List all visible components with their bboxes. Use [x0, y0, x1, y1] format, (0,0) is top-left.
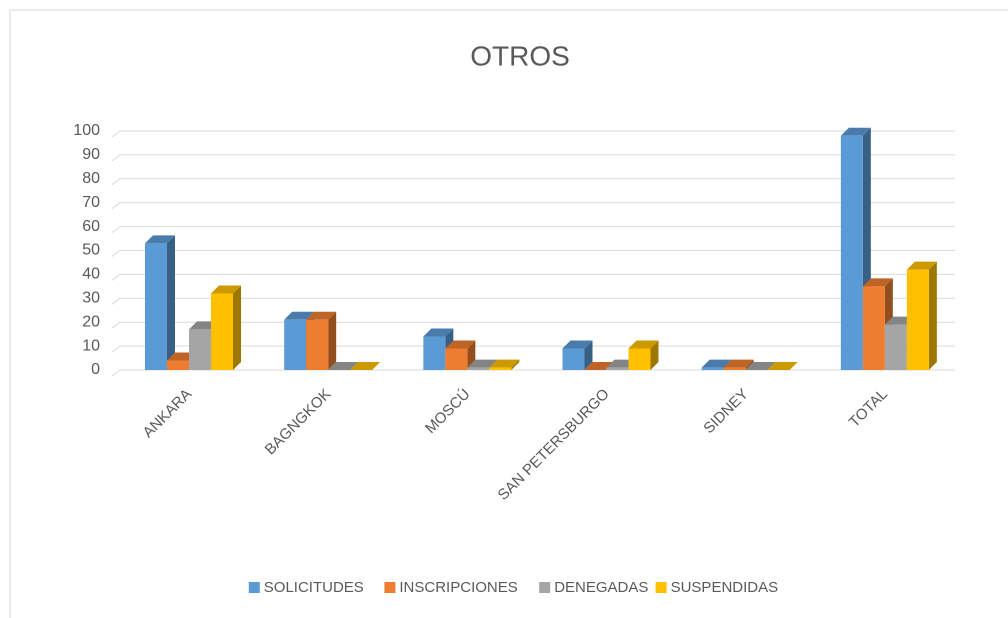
- bar: [723, 359, 754, 370]
- grid-line: [111, 369, 955, 377]
- bar-side: [584, 340, 593, 370]
- bar-front: [862, 286, 885, 370]
- bar-side: [328, 311, 337, 370]
- bar: [562, 340, 593, 370]
- y-tick-label: 60: [82, 218, 100, 235]
- bar: [211, 285, 241, 370]
- grid-line: [111, 273, 955, 281]
- bar-top: [145, 235, 175, 244]
- bar-side: [511, 359, 520, 370]
- bar: [906, 261, 937, 370]
- bar-front: [306, 319, 329, 370]
- grid-line: [111, 345, 955, 353]
- bar: [745, 362, 776, 370]
- bar-side: [928, 261, 937, 370]
- bar-front: [145, 243, 167, 370]
- grid-line: [111, 130, 955, 138]
- bar-front: [906, 269, 929, 370]
- grid-line: [111, 297, 955, 305]
- bar: [350, 362, 381, 370]
- bar-top: [723, 359, 754, 368]
- bar-top: [862, 278, 893, 287]
- bar: [145, 235, 175, 370]
- legend-swatch: [248, 582, 260, 593]
- legend-label: DENEGADAS: [554, 579, 648, 596]
- y-tick-label: 50: [82, 242, 100, 259]
- bar-top: [701, 359, 732, 368]
- grid-line: [111, 202, 955, 210]
- bar-front: [723, 367, 746, 370]
- bar-side: [233, 285, 241, 370]
- bar-top: [628, 340, 659, 349]
- legend-label: SUSPENDIDAS: [671, 579, 779, 596]
- bar-top: [445, 340, 476, 349]
- bar-front: [840, 135, 863, 370]
- bar-top: [467, 359, 498, 368]
- bar-top: [489, 359, 520, 368]
- bar: [306, 311, 337, 370]
- bar-top: [328, 362, 359, 370]
- bar-top: [745, 362, 776, 370]
- bar-side: [167, 235, 175, 370]
- bar-front: [211, 293, 233, 370]
- grid-line: [111, 321, 955, 329]
- y-tick-label: 100: [73, 122, 100, 139]
- bar-front: [167, 360, 189, 370]
- bar-front: [489, 367, 512, 370]
- bar-top: [562, 340, 593, 349]
- grid-line: [111, 250, 955, 257]
- bar-side: [745, 359, 754, 370]
- bar-front: [284, 319, 307, 370]
- bar-front: [884, 324, 907, 370]
- bar-top: [211, 285, 241, 294]
- bar: [628, 340, 659, 370]
- bar-front: [423, 336, 446, 370]
- bar-front: [467, 367, 490, 370]
- y-tick-label: 70: [82, 194, 100, 211]
- legend-swatch: [384, 582, 396, 593]
- y-tick-label: 40: [82, 266, 100, 283]
- y-tick-label: 10: [82, 337, 100, 354]
- bar-top: [840, 127, 871, 136]
- bar: [489, 359, 520, 370]
- y-tick-label: 30: [82, 290, 100, 307]
- bar-top: [284, 311, 315, 320]
- y-tick-label: 90: [82, 146, 100, 163]
- grid-line: [111, 178, 955, 186]
- grid-line: [111, 154, 955, 162]
- bar-top: [906, 261, 937, 270]
- legend-label: INSCRIPCIONES: [399, 579, 517, 596]
- bar-front: [562, 348, 585, 370]
- bar-front: [606, 367, 629, 370]
- legend-swatch: [655, 582, 667, 593]
- bar-side: [650, 340, 659, 370]
- chart-title: OTROS: [470, 40, 570, 71]
- bar: [767, 362, 798, 370]
- bar-front: [701, 367, 724, 370]
- bar-top: [350, 362, 381, 370]
- bar: [445, 340, 476, 370]
- bar-top: [423, 328, 454, 337]
- y-tick-label: 20: [82, 313, 100, 330]
- y-tick-label: 80: [82, 170, 100, 187]
- bar-front: [628, 348, 651, 370]
- bar-front: [445, 348, 468, 370]
- legend-label: SOLICITUDES: [264, 579, 364, 596]
- bar-top: [306, 311, 337, 320]
- bar-front: [189, 329, 211, 370]
- y-tick-label: 0: [91, 361, 100, 378]
- legend-swatch: [539, 582, 551, 593]
- grid-line: [111, 226, 955, 234]
- bar: [328, 362, 359, 370]
- bar-top: [767, 362, 798, 370]
